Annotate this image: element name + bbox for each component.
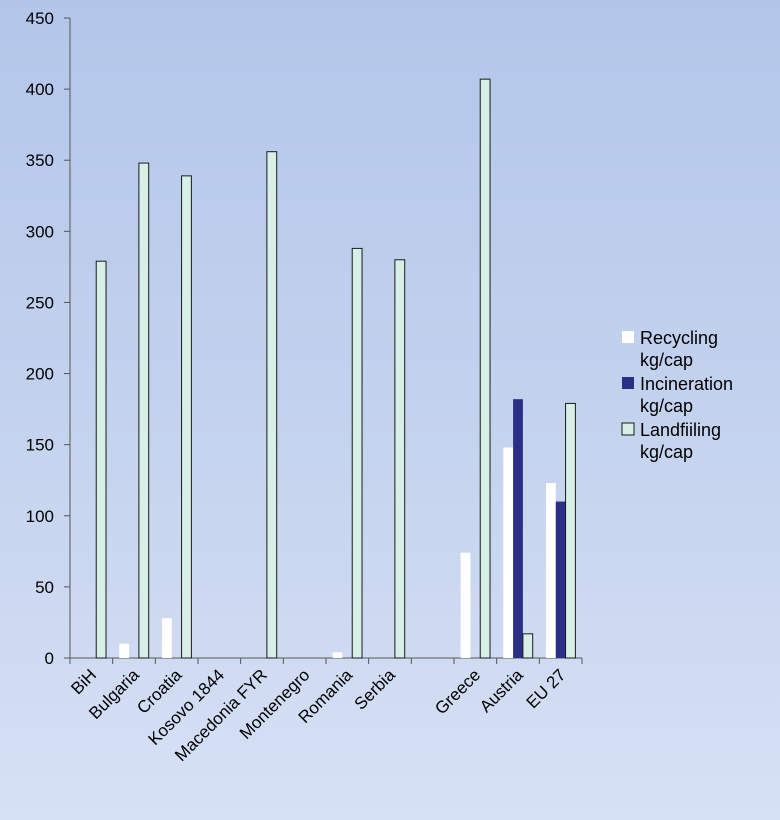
bar-incineration-eu-27 (555, 501, 566, 658)
bar-landfiiling-greece (479, 78, 491, 659)
y-tick-label: 100 (26, 507, 54, 526)
y-tick-label: 0 (45, 649, 54, 668)
bar-landfiiling-austria (522, 633, 534, 659)
bar-landfiiling-bulgaria (138, 162, 150, 659)
y-tick-label: 450 (26, 9, 54, 28)
bar-landfiiling-serbia (394, 259, 406, 659)
x-tick-label: EU 27 (523, 665, 570, 712)
bar-recycling-romania (332, 652, 343, 658)
bar-incineration-austria (513, 399, 523, 658)
bar-recycling-austria (503, 447, 514, 658)
legend-swatch (621, 422, 635, 436)
y-axis: 0 50 100 150 200 250 300 350 400 450 (26, 9, 71, 668)
legend-label: Landfiiling (640, 420, 721, 440)
y-tick-label: 400 (26, 80, 54, 99)
y-tick-label: 350 (26, 151, 54, 170)
bar-landfiiling-croatia (181, 175, 192, 659)
legend-label: kg/cap (640, 396, 693, 416)
legend-label: Recycling (640, 328, 718, 348)
bar-landfiiling-bih (95, 260, 107, 659)
legend-label: kg/cap (640, 350, 693, 370)
y-tick-label: 50 (35, 578, 54, 597)
x-tick-label: Greece (431, 665, 484, 718)
bar-recycling-greece (460, 552, 471, 658)
bar-landfiiling-eu-27 (565, 402, 576, 659)
legend: Recyclingkg/capIncinerationkg/capLandfii… (621, 328, 733, 462)
x-tick-label: BiH (67, 665, 100, 698)
bar-recycling-bulgaria (119, 643, 130, 658)
y-tick-label: 150 (26, 436, 54, 455)
bar-recycling-eu-27 (545, 483, 556, 658)
legend-label: kg/cap (640, 442, 693, 462)
bar-landfiiling-romania (351, 247, 363, 659)
legend-label: Incineration (640, 374, 733, 394)
x-tick-label: Serbia (351, 665, 400, 714)
x-tick-label: Austria (476, 665, 527, 716)
legend-swatch (622, 331, 634, 343)
y-tick-label: 300 (26, 222, 54, 241)
y-tick-label: 200 (26, 365, 54, 384)
bar-recycling-croatia (161, 618, 172, 658)
bars (95, 78, 576, 659)
y-tick-label: 250 (26, 293, 54, 312)
legend-swatch (622, 377, 634, 389)
bar-landfiiling-macedonia-fyr (266, 151, 278, 659)
